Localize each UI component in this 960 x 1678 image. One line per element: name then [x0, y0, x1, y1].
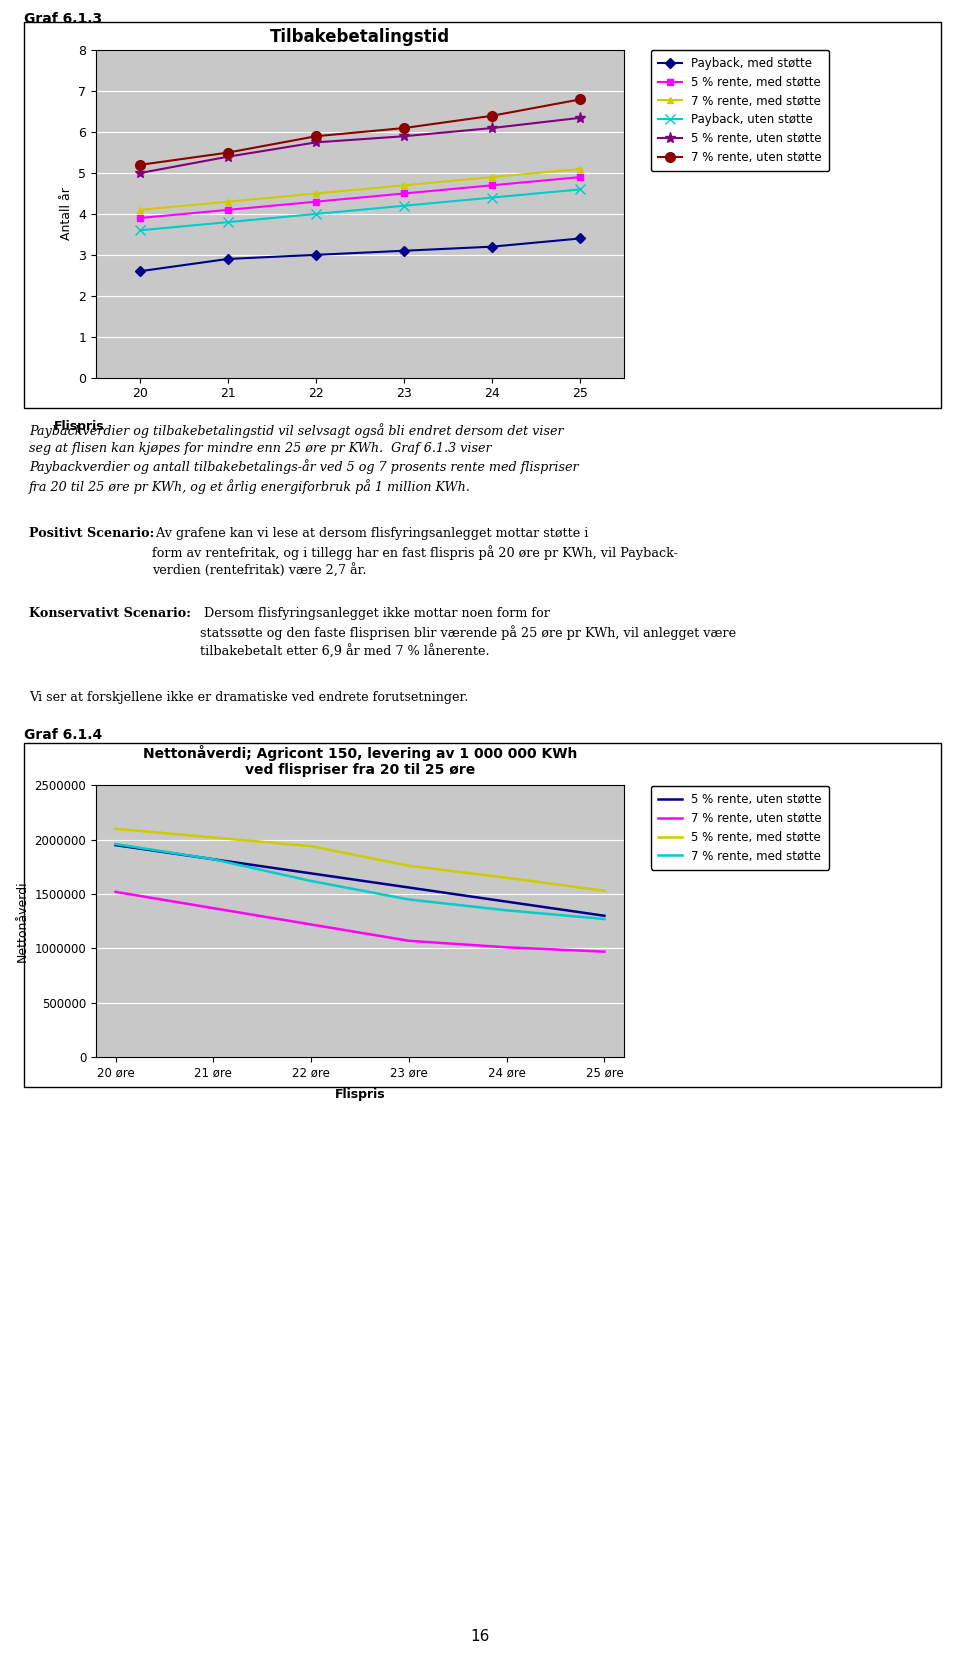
Title: Nettonåverdi; Agricont 150, levering av 1 000 000 KWh
ved flispriser fra 20 til : Nettonåverdi; Agricont 150, levering av … [143, 745, 577, 777]
Text: Positivt Scenario:: Positivt Scenario: [29, 527, 154, 540]
Y-axis label: Antall år: Antall år [60, 188, 73, 240]
7 % rente, uten støtte [222, 143, 234, 163]
7 % rente, uten støtte [134, 154, 146, 175]
7 % rente, uten støtte [501, 938, 513, 958]
Payback, uten støtte [310, 205, 322, 225]
Line: 7 % rente, uten støtte: 7 % rente, uten støtte [135, 94, 585, 169]
5 % rente, med støtte [207, 827, 219, 847]
5 % rente, uten støtte [574, 107, 586, 128]
Text: Graf 6.1.3: Graf 6.1.3 [24, 12, 102, 25]
5 % rente, med støtte [398, 183, 410, 203]
5 % rente, uten støtte [599, 906, 611, 926]
7 % rente, uten støtte [398, 117, 410, 138]
7 % rente, med støtte [222, 191, 234, 211]
Payback, med støtte [134, 262, 146, 282]
Line: Payback, uten støtte: Payback, uten støtte [135, 185, 585, 235]
Payback, med støtte [222, 248, 234, 268]
5 % rente, med støtte [222, 200, 234, 220]
Payback, med støtte [574, 228, 586, 248]
Payback, med støtte [486, 237, 497, 257]
Legend: 5 % rente, uten støtte, 7 % rente, uten støtte, 5 % rente, med støtte, 7 % rente: 5 % rente, uten støtte, 7 % rente, uten … [651, 785, 828, 869]
Legend: Payback, med støtte, 5 % rente, med støtte, 7 % rente, med støtte, Payback, uten: Payback, med støtte, 5 % rente, med støt… [651, 50, 828, 171]
Text: Vi ser at forskjellene ikke er dramatiske ved endrete forutsetninger.: Vi ser at forskjellene ikke er dramatisk… [29, 691, 468, 705]
Line: 5 % rente, uten støtte: 5 % rente, uten støtte [134, 112, 586, 178]
5 % rente, med støtte [310, 191, 322, 211]
Text: 16: 16 [470, 1629, 490, 1644]
Title: Tilbakebetalingstid: Tilbakebetalingstid [270, 29, 450, 45]
5 % rente, uten støtte [222, 146, 234, 166]
Text: Av grafene kan vi lese at dersom flisfyringsanlegget mottar støtte i
form av ren: Av grafene kan vi lese at dersom flisfyr… [152, 527, 678, 577]
Y-axis label: Nettonåverdi: Nettonåverdi [16, 881, 29, 961]
5 % rente, uten støtte [207, 849, 219, 869]
7 % rente, med støtte [574, 159, 586, 180]
7 % rente, med støtte [310, 183, 322, 203]
7 % rente, uten støtte [109, 883, 121, 903]
7 % rente, uten støtte [207, 898, 219, 918]
Line: 7 % rente, med støtte: 7 % rente, med støtte [115, 844, 605, 920]
5 % rente, med støtte [109, 819, 121, 839]
Payback, med støtte [398, 240, 410, 260]
7 % rente, med støtte [134, 200, 146, 220]
7 % rente, med støtte [403, 889, 415, 909]
7 % rente, uten støtte [599, 941, 611, 961]
Payback, uten støtte [398, 196, 410, 216]
5 % rente, uten støtte [403, 878, 415, 898]
Text: Konservativt Scenario:: Konservativt Scenario: [29, 607, 191, 621]
7 % rente, uten støtte [305, 915, 317, 935]
7 % rente, uten støtte [310, 126, 322, 146]
5 % rente, med støtte [501, 868, 513, 888]
5 % rente, uten støtte [305, 862, 317, 883]
5 % rente, med støtte [574, 168, 586, 188]
Text: Flispris: Flispris [54, 420, 105, 433]
7 % rente, med støtte [109, 834, 121, 854]
Line: 7 % rente, med støtte: 7 % rente, med støtte [136, 166, 584, 213]
5 % rente, med støtte [599, 881, 611, 901]
Text: Graf 6.1.4: Graf 6.1.4 [24, 728, 103, 742]
Line: 7 % rente, uten støtte: 7 % rente, uten støtte [115, 893, 605, 951]
5 % rente, uten støtte [109, 836, 121, 856]
7 % rente, med støtte [486, 168, 497, 188]
7 % rente, uten støtte [403, 931, 415, 951]
7 % rente, uten støtte [486, 106, 497, 126]
5 % rente, med støtte [403, 856, 415, 876]
5 % rente, med støtte [486, 175, 497, 195]
Text: Dersom flisfyringsanlegget ikke mottar noen form for
statssøtte og den faste fli: Dersom flisfyringsanlegget ikke mottar n… [200, 607, 735, 658]
Payback, uten støtte [134, 220, 146, 240]
Line: 5 % rente, med støtte: 5 % rente, med støtte [136, 173, 584, 221]
5 % rente, uten støtte [310, 133, 322, 153]
Payback, uten støtte [486, 188, 497, 208]
5 % rente, uten støtte [134, 163, 146, 183]
7 % rente, med støtte [398, 175, 410, 195]
Line: 5 % rente, med støtte: 5 % rente, med støtte [115, 829, 605, 891]
Payback, med støtte [310, 245, 322, 265]
X-axis label: Flispris: Flispris [335, 1089, 385, 1101]
Payback, uten støtte [574, 180, 586, 200]
7 % rente, med støtte [305, 871, 317, 891]
5 % rente, uten støtte [501, 891, 513, 911]
7 % rente, med støtte [501, 901, 513, 921]
7 % rente, med støtte [207, 849, 219, 869]
7 % rente, med støtte [599, 909, 611, 930]
Payback, uten støtte [222, 211, 234, 232]
Line: 5 % rente, uten støtte: 5 % rente, uten støtte [115, 846, 605, 916]
Text: Paybackverdier og tilbakebetalingstid vil selvsagt også bli endret dersom det vi: Paybackverdier og tilbakebetalingstid vi… [29, 423, 579, 493]
5 % rente, uten støtte [398, 126, 410, 146]
5 % rente, med støtte [305, 836, 317, 856]
7 % rente, uten støtte [574, 89, 586, 109]
5 % rente, uten støtte [486, 117, 497, 138]
5 % rente, med støtte [134, 208, 146, 228]
Line: Payback, med støtte: Payback, med støtte [136, 235, 584, 275]
